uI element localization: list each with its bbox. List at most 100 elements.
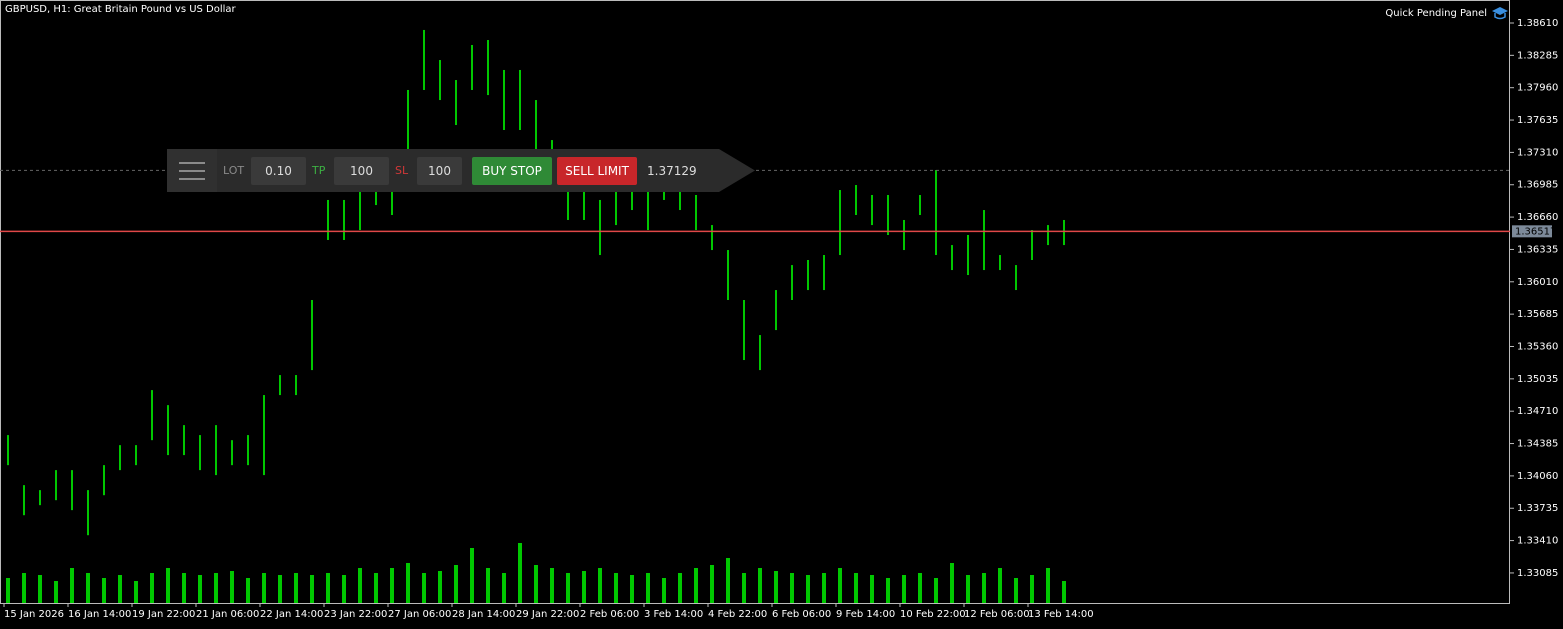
tp-input[interactable]: 100	[334, 157, 389, 185]
volume-bar	[22, 573, 26, 603]
volume-bar	[118, 575, 122, 603]
y-tick-label: 1.37310	[1517, 147, 1558, 158]
y-tick-label: 1.37960	[1517, 83, 1558, 94]
lot-input[interactable]: 0.10	[251, 157, 306, 185]
volume-bar	[726, 558, 730, 603]
y-tick-label: 1.37635	[1517, 115, 1558, 126]
volume-bar	[966, 575, 970, 603]
volume-bar	[886, 578, 890, 603]
current-price-label: 1.36517	[1515, 226, 1556, 237]
volume-bar	[630, 575, 634, 603]
y-tick-label: 1.35360	[1517, 341, 1558, 352]
volume-bar	[38, 575, 42, 603]
y-tick-label: 1.35035	[1517, 374, 1558, 385]
y-tick-label: 1.34060	[1517, 471, 1558, 482]
volume-bar	[534, 565, 538, 603]
x-tick-label: 12 Feb 06:00	[964, 609, 1030, 620]
volume-bar	[438, 571, 442, 603]
volume-bar	[326, 573, 330, 603]
volume-bar	[134, 581, 138, 603]
x-tick-label: 13 Feb 14:00	[1028, 609, 1094, 620]
volume-bar	[950, 563, 954, 603]
y-tick-label: 1.36335	[1517, 244, 1558, 255]
volume-bar	[1014, 578, 1018, 603]
x-tick-label: 22 Jan 14:00	[260, 609, 323, 620]
x-tick-label: 16 Jan 14:00	[68, 609, 131, 620]
volume-bar	[150, 573, 154, 603]
volume-bar	[678, 573, 682, 603]
volume-bar	[902, 575, 906, 603]
volume-bar	[230, 571, 234, 603]
volume-bar	[262, 573, 266, 603]
volume-bar	[6, 578, 10, 603]
volume-bar	[102, 578, 106, 603]
menu-icon[interactable]	[179, 162, 205, 180]
volume-bar	[1030, 575, 1034, 603]
volume-bar	[358, 568, 362, 603]
y-tick-label: 1.33410	[1517, 536, 1558, 547]
current-price-box	[1512, 225, 1552, 238]
symbol-title: GBPUSD, H1: Great Britain Pound vs US Do…	[5, 4, 237, 15]
volume-bar	[790, 573, 794, 603]
volume-bar	[246, 578, 250, 603]
y-tick-label: 1.34710	[1517, 406, 1558, 417]
volume-bar	[774, 571, 778, 603]
volume-bar	[278, 575, 282, 603]
volume-bar	[406, 563, 410, 603]
volume-bar	[486, 568, 490, 603]
volume-bar	[70, 568, 74, 603]
volume-bar	[662, 578, 666, 603]
volume-bar	[854, 573, 858, 603]
x-tick-label: 9 Feb 14:00	[836, 609, 895, 620]
volume-bar	[422, 573, 426, 603]
volume-bar	[998, 568, 1002, 603]
quick-pending-panel: LOT 0.10 TP 100 SL 100 BUY STOP SELL LIM…	[167, 149, 757, 192]
tool-icon-cap[interactable]	[1492, 7, 1508, 15]
volume-bar	[870, 575, 874, 603]
volume-bar	[374, 573, 378, 603]
x-tick-label: 21 Jan 06:00	[196, 609, 259, 620]
volume-bar	[182, 573, 186, 603]
y-tick-label: 1.38285	[1517, 50, 1558, 61]
volume-bar	[166, 568, 170, 603]
volume-bar	[470, 548, 474, 603]
x-tick-label: 29 Jan 22:00	[516, 609, 579, 620]
volume-bar	[86, 573, 90, 603]
y-tick-label: 1.36660	[1517, 212, 1558, 223]
y-tick-label: 1.35685	[1517, 309, 1558, 320]
y-tick-label: 1.34385	[1517, 439, 1558, 450]
volume-bar	[598, 568, 602, 603]
buy-stop-button[interactable]: BUY STOP	[472, 157, 552, 185]
volume-bar	[454, 565, 458, 603]
x-tick-label: 3 Feb 14:00	[644, 609, 703, 620]
sl-input[interactable]: 100	[417, 157, 462, 185]
x-tick-label: 6 Feb 06:00	[772, 609, 831, 620]
x-tick-label: 28 Jan 14:00	[452, 609, 515, 620]
x-tick-label: 19 Jan 22:00	[132, 609, 195, 620]
volume-bar	[822, 573, 826, 603]
volume-bar	[502, 573, 506, 603]
volume-bar	[1062, 581, 1066, 603]
volume-bar	[982, 573, 986, 603]
volume-bar	[518, 543, 522, 603]
x-tick-label: 2 Feb 06:00	[580, 609, 639, 620]
y-tick-label: 1.36985	[1517, 180, 1558, 191]
volume-bar	[694, 568, 698, 603]
x-tick-label: 15 Jan 2026	[4, 609, 64, 620]
tool-icon-base[interactable]	[1494, 13, 1506, 20]
volume-bar	[550, 568, 554, 603]
y-tick-label: 1.33735	[1517, 503, 1558, 514]
volume-bar	[806, 575, 810, 603]
y-tick-label: 1.33085	[1517, 568, 1558, 579]
tool-title[interactable]: Quick Pending Panel	[1385, 8, 1487, 19]
volume-bar	[614, 573, 618, 603]
volume-bar	[646, 573, 650, 603]
tool-icon[interactable]	[1492, 7, 1508, 20]
volume-bar	[310, 575, 314, 603]
volume-bar	[710, 565, 714, 603]
plot-frame	[0, 0, 1510, 604]
x-tick-label: 4 Feb 22:00	[708, 609, 767, 620]
x-tick-label: 23 Jan 22:00	[324, 609, 387, 620]
sell-limit-button[interactable]: SELL LIMIT	[557, 157, 637, 185]
